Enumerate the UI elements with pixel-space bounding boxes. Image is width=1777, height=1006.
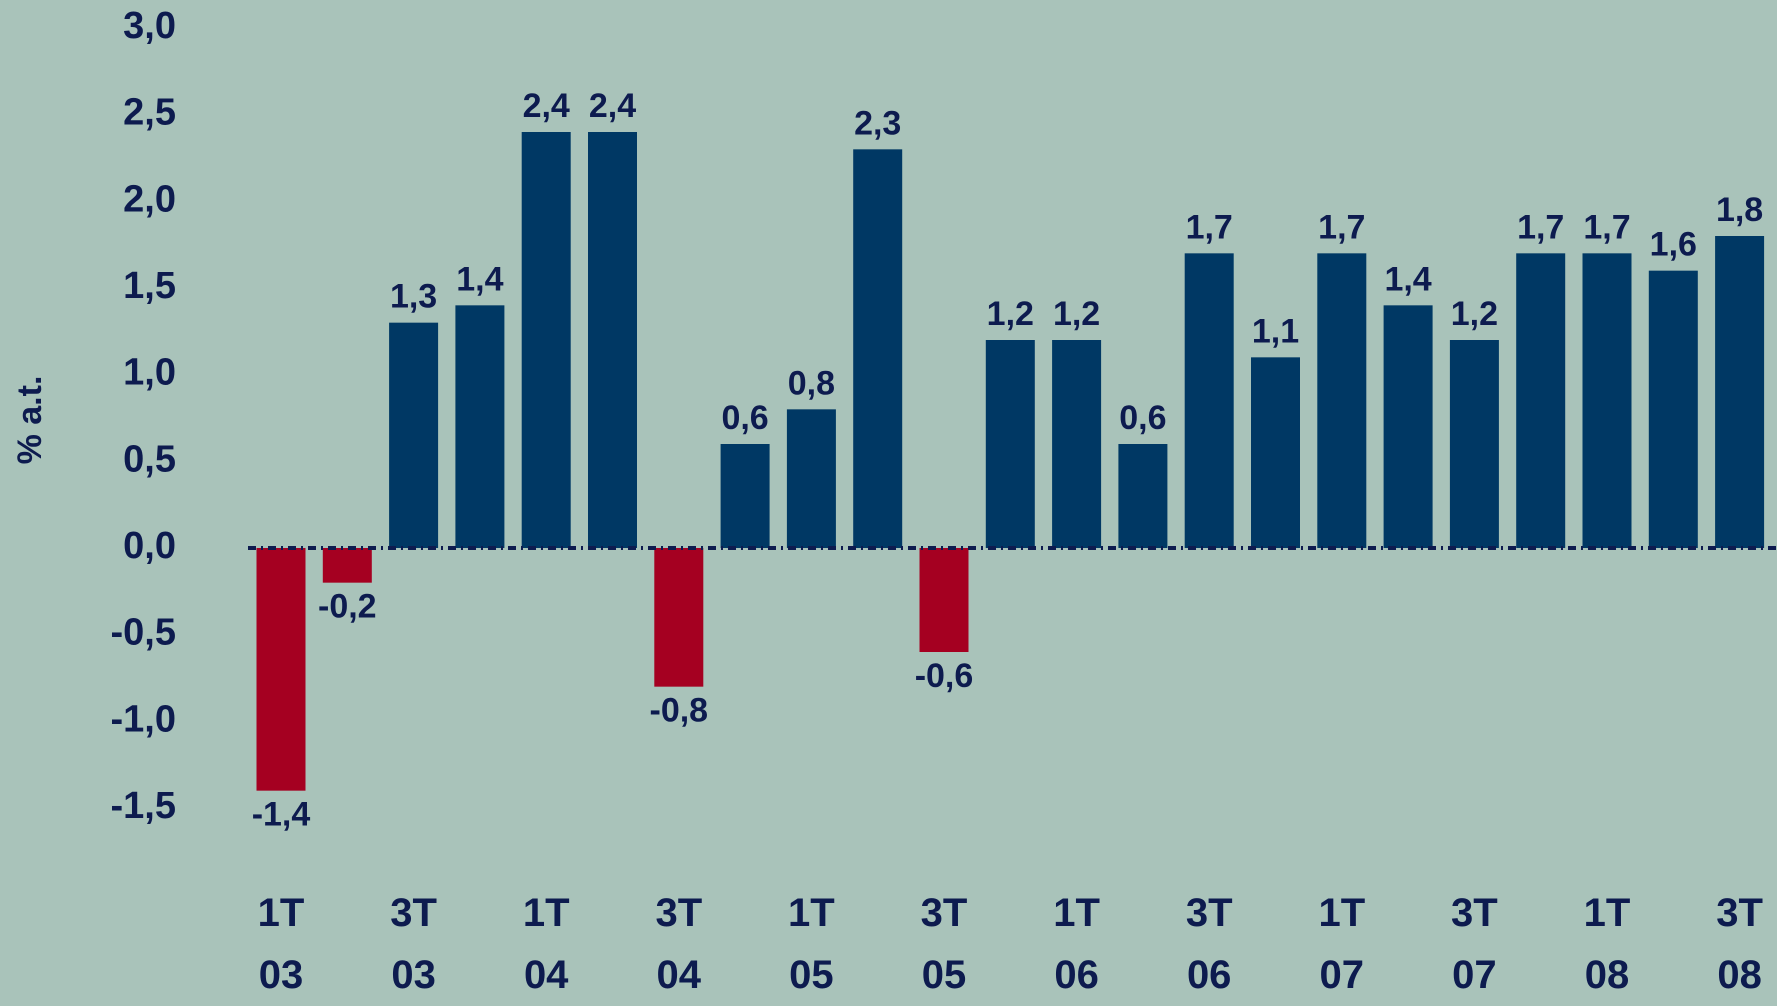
- bar: [1184, 253, 1234, 549]
- bar: [521, 132, 571, 548]
- value-label: 2,4: [589, 87, 636, 125]
- value-label: 1,6: [1650, 226, 1697, 264]
- x-tick-label: 1T 07: [1318, 891, 1366, 997]
- value-label: 1,1: [1252, 312, 1299, 350]
- bar: [1118, 444, 1168, 548]
- value-label: 0,8: [788, 364, 835, 402]
- x-tick-label: 3T 04: [655, 891, 703, 997]
- bar: [1317, 253, 1367, 549]
- x-tick-label: 1T 06: [1053, 891, 1100, 997]
- x-tick-label: 3T 06: [1185, 891, 1233, 997]
- value-label: 1,4: [1384, 260, 1431, 298]
- bar: [588, 132, 637, 548]
- y-tick-label: 2,5: [123, 92, 176, 134]
- bar: [720, 444, 770, 548]
- x-tick-label: 3T 07: [1451, 891, 1498, 997]
- value-label: -0,2: [318, 588, 377, 626]
- value-label: 1,7: [1583, 208, 1630, 246]
- x-tick-label: 1T 04: [522, 891, 570, 997]
- x-tick-label: 3T 03: [390, 891, 437, 997]
- y-tick-label: 1,0: [123, 352, 176, 394]
- bar: [786, 409, 836, 548]
- x-tick-label: 3T 08: [1716, 891, 1763, 997]
- value-label: 1,8: [1716, 191, 1763, 229]
- value-label: 1,2: [987, 295, 1034, 333]
- bar: [1582, 253, 1632, 549]
- bar: [1516, 253, 1566, 549]
- y-tick-label: 3,0: [123, 5, 176, 47]
- value-label: 1,2: [1053, 295, 1100, 333]
- bar: [256, 548, 306, 791]
- y-tick-label: 0,5: [123, 438, 176, 480]
- bar: [1052, 340, 1102, 548]
- value-label: -0,6: [915, 657, 974, 695]
- value-label: -0,8: [650, 692, 709, 730]
- bar: [985, 340, 1035, 548]
- x-tick-label: 1T 05: [788, 891, 835, 997]
- value-label: 1,7: [1517, 208, 1564, 246]
- x-tick-label: 1T 08: [1583, 891, 1631, 997]
- x-tick-label: 1T 03: [257, 891, 305, 997]
- x-tick-label: 3T 05: [920, 891, 968, 997]
- value-label: 1,4: [456, 260, 503, 298]
- value-label: 2,3: [854, 104, 901, 142]
- value-label: 1,7: [1318, 208, 1365, 246]
- bar: [1251, 357, 1300, 548]
- bar: [322, 548, 372, 583]
- value-label: 1,3: [390, 278, 437, 316]
- value-label: 2,4: [523, 87, 570, 125]
- bar: [1715, 236, 1765, 548]
- value-label: 0,6: [1119, 399, 1166, 437]
- y-tick-label: -0,5: [111, 612, 176, 654]
- value-label: 1,7: [1186, 208, 1233, 246]
- bar: [853, 149, 903, 549]
- value-label: 0,6: [721, 399, 768, 437]
- bar: [1383, 305, 1433, 548]
- y-tick-label: 1,5: [123, 265, 176, 307]
- bar: [654, 548, 704, 687]
- y-axis-label: % a.t.: [11, 376, 49, 465]
- bar: [919, 548, 969, 652]
- value-label: 1,2: [1451, 295, 1498, 333]
- bar: [1449, 340, 1499, 548]
- bar: [455, 305, 505, 548]
- bar: [389, 322, 439, 548]
- bar: [1648, 270, 1698, 548]
- y-tick-label: 0,0: [123, 525, 176, 567]
- value-label: -1,4: [252, 796, 311, 834]
- y-tick-label: 2,0: [123, 178, 176, 220]
- y-tick-label: -1,0: [111, 698, 176, 740]
- y-tick-label: -1,5: [111, 785, 176, 827]
